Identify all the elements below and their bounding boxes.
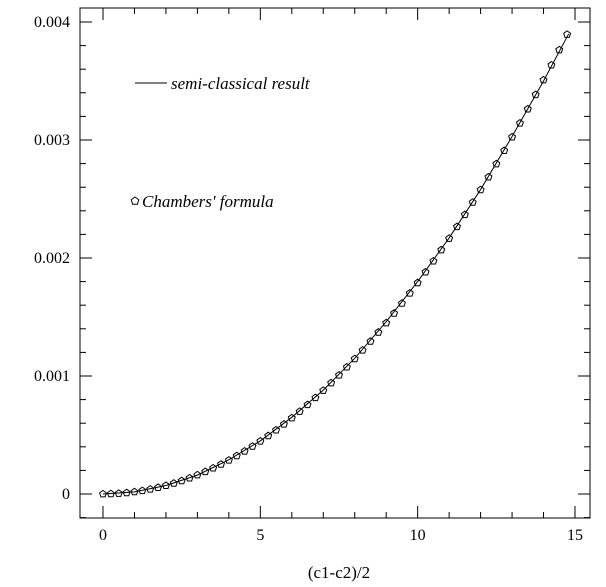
data-point [161, 481, 170, 489]
x-tick-label: 10 [410, 527, 426, 544]
curve-line [102, 33, 570, 495]
legend-pentagon-symbol [130, 196, 140, 205]
data-point [390, 309, 399, 317]
data-point [114, 489, 123, 497]
data-point [563, 30, 572, 38]
data-point [366, 337, 375, 345]
data-point [185, 473, 194, 482]
data-point [303, 400, 312, 409]
data-point [555, 45, 564, 54]
y-tick-label: 0.003 [34, 132, 70, 149]
data-point [138, 486, 147, 495]
data-point [130, 487, 139, 496]
data-point [295, 407, 304, 415]
plot-frame [79, 7, 591, 519]
y-tick-label: 0.004 [34, 14, 70, 31]
data-point [177, 476, 186, 485]
x-tick-label: 0 [99, 527, 107, 544]
data-point [358, 346, 367, 354]
y-tick-label: 0.001 [34, 368, 70, 385]
x-tick-label: 15 [567, 527, 583, 544]
data-point [397, 299, 406, 307]
data-point [468, 198, 477, 206]
data-point [350, 354, 359, 363]
data-point [374, 328, 383, 336]
data-point [445, 234, 454, 242]
data-point [437, 245, 446, 254]
data-point [327, 378, 336, 387]
data-point [287, 413, 296, 422]
data-point [413, 278, 422, 287]
data-point [531, 90, 540, 99]
series-semi-classical-result [102, 33, 570, 495]
data-point [216, 460, 226, 468]
data-point [224, 455, 233, 464]
data-point [279, 419, 288, 428]
data-point [319, 386, 328, 394]
data-point [492, 159, 501, 168]
legend: semi-classical result Chambers' formula [130, 74, 311, 211]
legend-label-semi-classical: semi-classical result [171, 74, 311, 93]
data-point [476, 185, 485, 194]
x-tick-label: 5 [256, 527, 264, 544]
data-point [405, 288, 414, 297]
data-point [342, 362, 351, 371]
data-point [272, 425, 281, 434]
data-point [429, 256, 438, 265]
data-point [169, 479, 178, 487]
data-point [98, 489, 108, 498]
data-point [248, 442, 257, 450]
data-point [515, 118, 524, 127]
legend-label-chambers: Chambers' formula [142, 192, 274, 211]
data-point [256, 436, 265, 445]
data-point [240, 447, 249, 455]
data-point [539, 75, 548, 84]
data-point [201, 467, 210, 476]
data-point [122, 488, 131, 497]
data-point [500, 146, 509, 155]
y-tick-label: 0.002 [34, 250, 70, 267]
data-point [154, 483, 163, 491]
data-point [146, 485, 155, 493]
data-point [484, 172, 493, 181]
data-point [547, 60, 556, 69]
data-point [334, 370, 344, 379]
y-tick-label: 0 [62, 486, 70, 503]
data-point [264, 431, 273, 440]
data-point [209, 463, 218, 472]
data-point [232, 451, 241, 460]
series-chambers-formula [98, 30, 572, 498]
data-point [193, 470, 202, 479]
data-point [508, 132, 517, 141]
y-tick-labels: 0 0.001 0.002 0.003 0.004 [34, 14, 70, 503]
x-axis-title: (c1-c2)/2 [308, 563, 370, 582]
data-point [452, 222, 462, 231]
data-point [382, 318, 391, 327]
data-point [460, 210, 469, 219]
axis-ticks [80, 8, 590, 519]
data-point [421, 267, 430, 276]
data-point [311, 393, 320, 402]
plot-border [79, 7, 591, 519]
data-point [106, 489, 115, 498]
data-point [523, 104, 532, 113]
x-tick-labels: 0 5 10 15 [99, 527, 583, 544]
